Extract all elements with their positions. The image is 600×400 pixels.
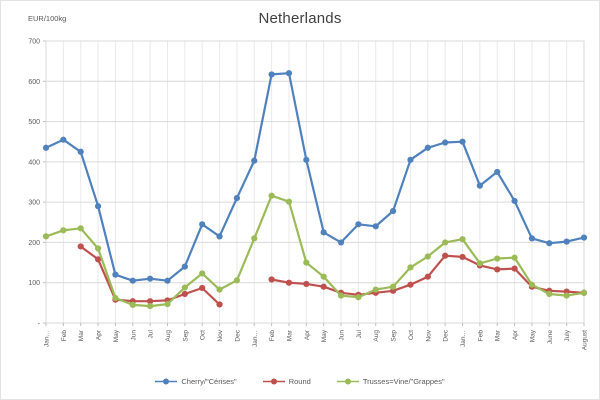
svg-text:400: 400 [28,159,40,166]
svg-text:100: 100 [28,280,40,287]
svg-text:Mar: Mar [78,329,85,341]
svg-text:500: 500 [28,119,40,126]
svg-text:July: July [564,329,571,341]
svg-text:200: 200 [28,240,40,247]
svg-text:-: - [38,321,41,328]
legend-item-round: Round [262,377,311,386]
svg-text:Jan…: Jan… [44,330,51,347]
legend-item-trusses: Trusses=Vine/"Grappes" [336,377,445,386]
legend-marker-round [262,378,285,385]
legend: Cherry/"Cérises" Round Trusses=Vine/"Gra… [1,377,599,386]
svg-text:May: May [321,329,328,342]
svg-text:Sep: Sep [182,330,189,342]
svg-text:August: August [582,330,589,350]
legend-marker-cherry [155,378,178,385]
svg-text:Mar: Mar [286,329,293,341]
svg-text:Nov: Nov [425,329,432,341]
svg-text:Jul: Jul [148,329,155,338]
svg-text:June: June [547,330,554,344]
svg-text:Dec: Dec [234,329,241,341]
svg-text:Jun: Jun [339,330,346,341]
svg-text:Jan…: Jan… [252,330,259,347]
svg-text:Aug: Aug [165,330,172,342]
svg-text:Sep: Sep [391,330,398,342]
svg-text:May: May [113,329,120,342]
svg-text:Jun: Jun [130,330,137,341]
svg-text:Mar: Mar [495,329,502,341]
svg-text:700: 700 [28,39,40,46]
svg-text:Dec: Dec [443,329,450,341]
svg-text:600: 600 [28,79,40,86]
legend-label-round: Round [288,377,311,386]
svg-text:Apr: Apr [304,329,311,340]
svg-text:Feb: Feb [61,330,68,342]
svg-text:Feb: Feb [269,330,276,342]
legend-marker-trusses [336,378,359,385]
svg-text:Jul: Jul [356,329,363,338]
svg-text:Jan…: Jan… [460,330,467,347]
svg-text:Apr: Apr [96,329,103,340]
svg-text:Oct: Oct [408,330,415,340]
svg-text:Nov: Nov [217,329,224,341]
svg-text:Apr: Apr [512,329,519,340]
legend-item-cherry: Cherry/"Cérises" [155,377,237,386]
svg-text:Feb: Feb [477,330,484,342]
y-axis-unit-label: EUR/100kg [28,14,67,23]
svg-text:May: May [529,329,536,342]
chart-title: Netherlands [258,10,342,27]
svg-text:Aug: Aug [373,330,380,342]
svg-text:300: 300 [28,200,40,207]
svg-text:Oct: Oct [200,330,207,340]
legend-label-cherry: Cherry/"Cérises" [181,377,237,386]
legend-label-trusses: Trusses=Vine/"Grappes" [362,377,445,386]
